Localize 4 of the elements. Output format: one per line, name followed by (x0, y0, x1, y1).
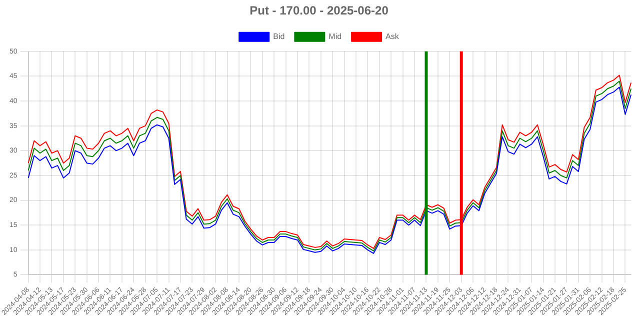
legend-label: Bid (273, 32, 285, 42)
legend-label: Ask (386, 32, 400, 42)
legend-label: Mid (328, 32, 342, 42)
chart-title: Put - 170.00 - 2025-06-20 (250, 4, 389, 18)
